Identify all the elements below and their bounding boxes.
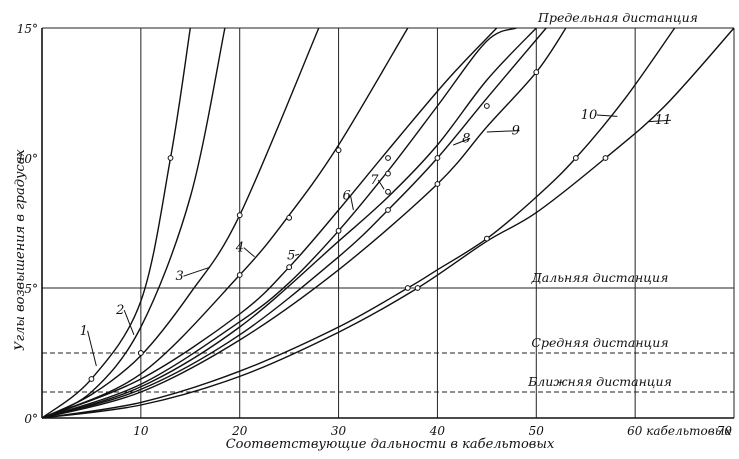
data-marker [167,155,174,161]
x-tick-label: 40 [429,424,446,438]
y-tick-label: 10° [17,152,38,166]
curve-label-leader [377,179,385,190]
series-curve [41,27,735,419]
zone-label: Ближняя дистанция [527,374,672,389]
series-curve [41,27,191,419]
zone-lines [42,27,734,393]
series-curve [41,27,567,419]
y-tick-label: 5° [24,282,38,296]
series-curve [41,27,676,419]
data-marker [335,227,342,234]
series-curve [41,27,547,419]
curve-label-leader [183,266,211,277]
x-tick-label: 70 [717,424,733,438]
x-axis-title: Соответствующие дальности в кабельтовых [226,437,555,452]
curve-label: 10 [581,108,598,123]
curve-label: 3 [175,269,183,284]
y-axis-title: Углы возвышения в градусах [13,148,28,350]
curve-label-leader [350,195,354,211]
data-marker [236,272,243,278]
data-marker [88,376,95,382]
curve-label: 1 [80,324,88,339]
data-marker [434,181,441,187]
data-marker [572,155,579,161]
y-tick-label: 0° [24,412,38,426]
curve-label-leader [453,137,471,146]
axes [41,28,734,419]
curve-label: 9 [512,124,520,139]
curve-labels: 1 2 3 4 5 6 7 8 9 10 11 [80,108,672,367]
x-tick-label: 30 [331,424,347,438]
data-marker [335,147,342,154]
curve-label-leader [295,253,300,256]
series-curve [41,27,498,419]
data-marker [602,155,609,161]
x-tick-label: 60 кабельтовых [627,424,731,438]
data-marker [483,235,490,242]
curve-label: 6 [343,189,351,204]
curve-label-leader [648,119,671,123]
series-curve [41,27,320,419]
curve-label-leader [243,247,255,258]
data-marker [385,188,391,195]
data-marker [404,285,411,291]
curve-label: 2 [115,303,124,318]
x-tick-label: 20 [231,424,248,438]
data-marker [434,155,441,161]
data-marker [385,207,391,213]
series-lines [41,27,735,419]
curve-label-leader [123,309,135,335]
data-markers [88,69,609,382]
curve-label: 7 [370,173,379,188]
data-marker [414,285,421,291]
curve-label: 8 [462,131,470,146]
data-marker [286,214,293,221]
data-marker [385,155,391,161]
zone-labels: Предельная дистанция Дальняя дистанция Сре… [527,10,698,389]
series-curve [41,27,226,419]
grid [140,28,735,418]
series-curve [41,27,537,419]
data-marker [137,350,144,356]
data-marker [236,212,243,219]
series-curve [41,27,409,419]
zone-label: Предельная дистанция [537,10,698,25]
zone-label: Дальняя дистанция [531,270,669,285]
data-marker [385,170,391,177]
curve-label-leader [486,130,520,133]
x-tick-label: 10 [133,424,149,438]
data-marker [533,69,540,76]
curve-label-leader [596,114,618,117]
curve-label: 4 [235,241,244,256]
data-marker [286,264,293,271]
x-tick-label: 50 [529,424,545,438]
curve-label-leader [87,330,97,367]
curve-label: 5 [287,248,295,263]
curve-label: 11 [655,113,672,128]
zone-label: Средняя дистанция [531,335,668,350]
y-tick-label: 15° [17,22,38,36]
data-marker [483,103,490,109]
